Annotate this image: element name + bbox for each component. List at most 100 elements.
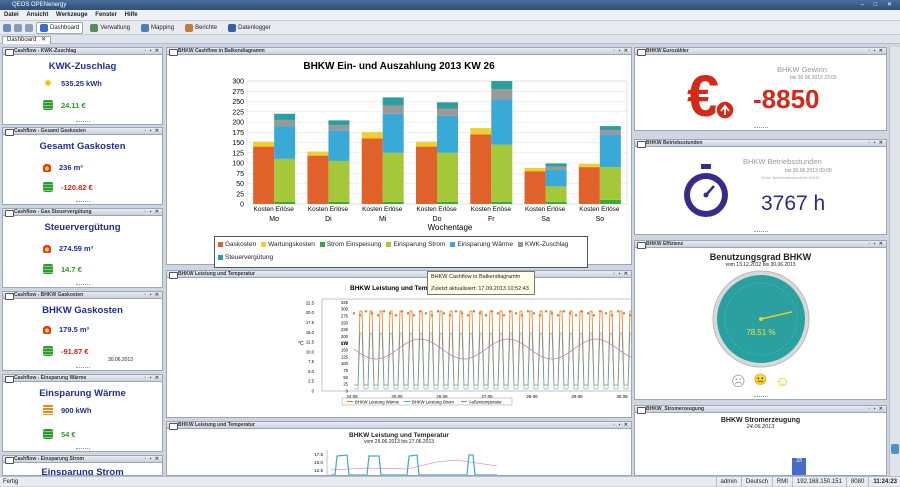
panel-controls[interactable]: ▫ ▪ ✕ xyxy=(144,128,160,134)
panel-controls[interactable]: ▫ ▪ ✕ xyxy=(144,292,160,298)
y-left-tick: 7.5 xyxy=(308,359,314,364)
bar-segment xyxy=(274,119,296,127)
refresh-icon[interactable] xyxy=(14,23,22,32)
panel-header: Cashflow - KWK-Zuschlag ▫ ▪ ✕ xyxy=(3,48,162,56)
resize-handle[interactable] xyxy=(753,231,768,233)
panel-betriebsstunden: BHKW Betriebsstunden ▫ ▪ ✕ BHKW Betriebss… xyxy=(634,139,887,235)
bar-segment xyxy=(328,120,350,126)
status-bar: Fertig admin Deutsch RMI 192.168.150.151… xyxy=(0,476,900,487)
panel-controls[interactable]: ▫ ▪ ✕ xyxy=(144,456,160,462)
chart-legend xyxy=(341,397,513,406)
legend-item[interactable]: Einsparung Wärme xyxy=(450,239,513,250)
skype-icon[interactable] xyxy=(891,444,899,454)
legend-swatch xyxy=(386,242,392,247)
series-point xyxy=(574,314,578,317)
bar-segment xyxy=(491,201,513,204)
card-title: Gesamt Gaskosten xyxy=(39,141,126,152)
resize-handle[interactable] xyxy=(75,201,90,203)
panel-controls[interactable]: ▫ ▪ ✕ xyxy=(868,140,884,146)
y-tick-label: 50 xyxy=(236,181,244,188)
bar-label: Kosten xyxy=(308,206,329,213)
status-ip: 192.168.150.151 xyxy=(791,477,842,487)
bar-segment xyxy=(545,201,567,204)
series-point xyxy=(532,312,536,315)
menu-fenster[interactable]: Fenster xyxy=(95,12,117,18)
menu-datei[interactable]: Datei xyxy=(4,12,19,18)
tab-close-icon[interactable]: ✕ xyxy=(41,37,47,43)
panel-header: BHKW Effizienz ▫ ▪ ✕ xyxy=(635,241,886,249)
panel-controls[interactable]: ▫ ▪ ✕ xyxy=(868,48,884,54)
x-tick-label: Mi xyxy=(379,216,387,223)
bar-segment xyxy=(307,151,329,156)
legend-item[interactable]: Strom Einspeisung xyxy=(319,239,381,250)
series-point xyxy=(562,310,566,313)
resize-handle[interactable] xyxy=(75,121,90,123)
series-line-waerme xyxy=(354,310,631,386)
bar-segment xyxy=(274,201,296,204)
panel-controls[interactable]: ▫ ▪ ✕ xyxy=(613,271,629,277)
series-point xyxy=(454,310,458,313)
efficiency-gauge: 78.51 % xyxy=(712,270,810,368)
toolbar-dashboard-button[interactable]: Dashboard xyxy=(36,21,84,34)
menu-hilfe[interactable]: Hilfe xyxy=(124,12,138,18)
x-tick-label: 29.06 xyxy=(571,394,583,399)
resize-handle[interactable] xyxy=(753,127,768,129)
legend-item[interactable]: Wartungskosten xyxy=(261,239,315,250)
panel-controls[interactable]: ▫ ▪ ✕ xyxy=(868,241,884,247)
panel-controls[interactable]: ▫ ▪ ✕ xyxy=(613,422,629,428)
legend-swatch xyxy=(319,242,325,247)
panel-controls[interactable]: ▫ ▪ ✕ xyxy=(613,48,629,54)
legend-swatch xyxy=(261,242,267,247)
legend-label: BHKW Leistung Strom xyxy=(412,400,454,405)
y-right-tick: 225 xyxy=(341,327,349,332)
legend-item[interactable]: KWK-Zuschlag xyxy=(518,239,568,250)
y-left-tick: 22.5 xyxy=(306,300,315,305)
gewinn-value: -8850 xyxy=(753,84,820,114)
tab-dashboard[interactable]: Dashboard ✕ xyxy=(2,36,52,44)
status-text: Fertig xyxy=(3,479,19,485)
y-tick-label: 300 xyxy=(232,79,244,86)
resize-handle[interactable] xyxy=(753,396,768,398)
menu-ansicht[interactable]: Ansicht xyxy=(26,12,49,18)
legend-item[interactable]: Steuervergütung xyxy=(218,252,273,263)
window-title: QEOS OPENenergy xyxy=(12,2,67,8)
toolbar-mapping-button[interactable]: Mapping xyxy=(137,22,178,34)
panel-controls[interactable]: ▫ ▪ ✕ xyxy=(868,406,884,412)
bar-segment xyxy=(437,108,458,116)
legend-item[interactable]: Einsparung Strom xyxy=(386,239,445,250)
window-controls[interactable]: – □ ✕ xyxy=(860,2,896,8)
legend-label: BHKW Leistung Wärme xyxy=(355,400,400,405)
bar-segment xyxy=(545,166,567,170)
hours-label: BHKW Betriebsstunden xyxy=(743,157,822,166)
svg-text:15.0: 15.0 xyxy=(314,460,323,465)
y-tick-label: 175 xyxy=(232,130,244,137)
panel-controls[interactable]: ▫ ▪ ✕ xyxy=(144,375,160,381)
save-icon[interactable] xyxy=(3,23,11,32)
series-point xyxy=(622,312,626,315)
resize-handle[interactable] xyxy=(75,284,90,286)
legend-item[interactable]: Gaskosten xyxy=(218,239,256,250)
series-point xyxy=(406,312,410,315)
series-point xyxy=(484,314,488,317)
sync-icon[interactable] xyxy=(25,23,33,32)
y-tick-label: 200 xyxy=(232,120,244,127)
bar-segment xyxy=(328,160,350,202)
side-strip xyxy=(889,47,900,476)
series-point xyxy=(544,310,548,313)
series-line-temperatur xyxy=(353,338,631,360)
resize-handle[interactable] xyxy=(75,367,90,369)
toolbar-verwaltung-button[interactable]: Verwaltung xyxy=(86,22,134,34)
toolbar-berichte-button[interactable]: Berichte xyxy=(181,22,221,34)
legend-label: Einsparung Strom xyxy=(393,241,446,248)
panel-controls[interactable]: ▫ ▪ ✕ xyxy=(144,48,160,54)
toolbar-datenlogger-button[interactable]: Datenlogger xyxy=(224,22,275,34)
bar-segment xyxy=(437,115,458,153)
card-einsparung-waerme: Cashflow - Einsparung Wärme ▫ ▪ ✕ Einspar… xyxy=(2,374,163,452)
panel-controls[interactable]: ▫ ▪ ✕ xyxy=(144,209,160,215)
bar-segment xyxy=(599,134,621,168)
menu-werkzeuge[interactable]: Werkzeuge xyxy=(56,12,88,18)
legend-label: Außentemperatur xyxy=(469,400,502,405)
status-user: admin xyxy=(715,477,737,487)
x-tick-label: 30.06 xyxy=(616,394,628,399)
resize-handle[interactable] xyxy=(75,448,90,450)
